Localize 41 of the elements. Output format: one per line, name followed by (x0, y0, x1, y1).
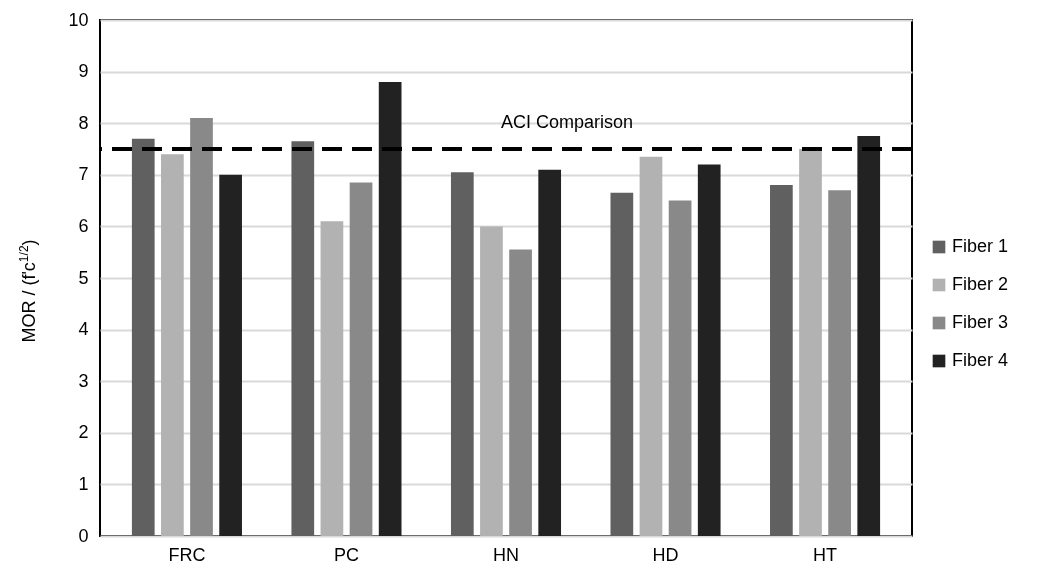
bar (857, 136, 881, 536)
bar (349, 182, 373, 536)
bar (450, 172, 474, 536)
bar (610, 192, 634, 536)
bar (320, 221, 344, 536)
legend-label: Fiber 3 (952, 312, 1009, 332)
y-tick-label: 3 (78, 370, 89, 391)
bar (770, 185, 793, 536)
y-tick-label: 5 (78, 267, 89, 288)
y-tick-label: 10 (68, 9, 89, 30)
y-tick-label: 1 (78, 473, 89, 494)
y-tick-label: 6 (78, 215, 89, 236)
x-tick-label: HD (652, 544, 679, 565)
bar (190, 118, 213, 536)
x-tick-label: FRC (168, 544, 206, 565)
bar (291, 141, 315, 536)
bar (480, 226, 503, 536)
x-tick-label: HT (813, 544, 838, 565)
bar (799, 149, 822, 536)
ref-line-label: ACI Comparison (500, 112, 633, 132)
y-tick-label: 7 (78, 164, 89, 185)
y-tick-label: 0 (78, 525, 89, 546)
bar (131, 138, 155, 536)
bar (538, 169, 562, 536)
x-tick-label: HN (493, 544, 519, 565)
bar (378, 81, 402, 536)
y-tick-label: 9 (78, 61, 89, 82)
legend-label: Fiber 1 (952, 236, 1009, 256)
bar (639, 156, 663, 536)
y-tick-label: 4 (78, 319, 89, 340)
legend-label: Fiber 4 (952, 350, 1009, 370)
y-tick-label: 8 (78, 112, 89, 133)
bar (697, 164, 721, 536)
bar (509, 249, 532, 536)
bar (161, 154, 184, 536)
bar (219, 174, 242, 536)
y-tick-label: 2 (78, 422, 89, 443)
legend-label: Fiber 2 (952, 274, 1009, 294)
bar (668, 200, 692, 536)
x-tick-label: PC (333, 544, 359, 565)
bar (828, 190, 851, 536)
